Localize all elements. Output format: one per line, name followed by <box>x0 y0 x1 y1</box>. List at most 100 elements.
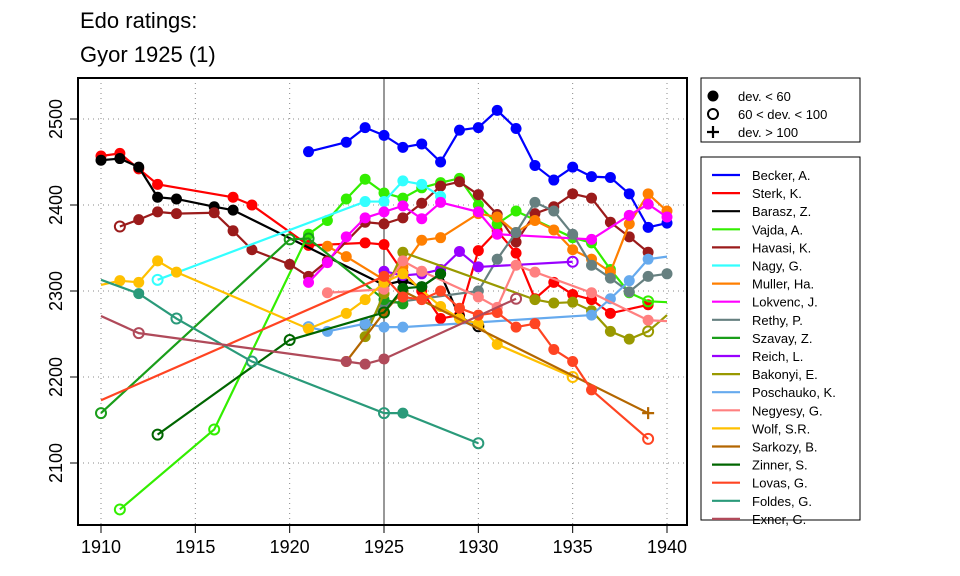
data-point <box>378 239 390 251</box>
data-point <box>623 286 635 298</box>
data-point <box>567 244 579 256</box>
data-point <box>227 204 239 216</box>
data-point <box>151 273 164 286</box>
series-wolf-s-r- <box>100 255 579 383</box>
series-foldes-g- <box>100 278 485 450</box>
data-point <box>359 122 371 134</box>
data-point <box>359 212 371 224</box>
data-point <box>472 291 484 303</box>
marker-legend-box <box>700 77 861 143</box>
data-point <box>378 206 390 218</box>
data-point <box>359 173 371 185</box>
data-point <box>378 129 390 141</box>
legend-label: Nagy, G. <box>752 259 802 274</box>
data-point <box>453 124 465 136</box>
data-point <box>604 171 616 183</box>
data-point <box>397 268 409 280</box>
data-point <box>642 198 654 210</box>
y-tick-label: 2400 <box>46 185 66 225</box>
data-point <box>283 233 296 246</box>
data-point <box>340 193 352 205</box>
data-point <box>435 156 447 168</box>
series-legend: Becker, A. Sterk, K. Barasz, Z. Vajda, A. Ha… <box>700 156 861 527</box>
data-point <box>491 104 503 116</box>
x-tick-label: 1930 <box>458 537 498 557</box>
axes: 1910 1915 1920 1925 1930 1935 1940 2100 2200 2300… <box>46 99 687 557</box>
data-point <box>548 343 560 355</box>
data-point <box>152 206 164 218</box>
data-point <box>416 234 428 246</box>
series-vajda-a- <box>113 172 668 516</box>
data-point <box>359 294 371 306</box>
legend-label: Barasz, Z. <box>752 204 811 219</box>
legend-label: Foldes, G. <box>752 494 812 509</box>
data-point <box>529 266 541 278</box>
data-point <box>133 288 145 300</box>
data-point <box>114 275 126 287</box>
data-point <box>491 338 503 350</box>
data-point <box>170 266 182 278</box>
data-point <box>623 333 635 345</box>
data-point <box>378 353 390 365</box>
data-point <box>548 174 560 186</box>
series-line <box>100 275 649 440</box>
data-point <box>397 141 409 153</box>
data-point <box>510 236 522 248</box>
legend-marker-icon <box>707 108 719 120</box>
data-point <box>586 384 598 396</box>
data-point <box>284 258 296 270</box>
data-point <box>170 312 183 325</box>
data-point <box>416 178 428 190</box>
data-point <box>604 307 616 319</box>
y-tick-label: 2500 <box>46 99 66 139</box>
data-point <box>378 407 390 420</box>
data-point <box>586 192 598 204</box>
data-point <box>416 213 428 225</box>
data-point <box>529 214 541 226</box>
data-point <box>586 287 598 299</box>
data-point <box>510 122 522 134</box>
x-tick-label: 1920 <box>270 537 310 557</box>
data-point <box>340 136 352 148</box>
data-point <box>642 188 654 200</box>
data-point <box>378 218 390 230</box>
data-point <box>642 325 655 338</box>
data-point <box>642 432 655 445</box>
data-point <box>642 407 655 420</box>
data-point <box>510 227 522 239</box>
legend-label: Vajda, A. <box>752 222 803 237</box>
data-point <box>510 205 522 217</box>
data-point <box>170 193 182 205</box>
series-lokvenc-j- <box>303 196 673 288</box>
data-point <box>378 321 390 333</box>
legend-marker-label: dev. > 100 <box>738 125 798 140</box>
data-point <box>397 407 409 419</box>
data-point <box>529 294 541 306</box>
data-point <box>661 211 673 223</box>
data-point <box>378 196 390 208</box>
data-point <box>623 275 635 287</box>
data-point <box>453 302 465 314</box>
legend-marker-icon <box>707 126 719 138</box>
series-poschauko-k- <box>302 253 668 337</box>
x-tick-label: 1925 <box>364 537 404 557</box>
legend-marker-icon <box>707 90 719 102</box>
data-point <box>642 295 655 308</box>
legend-label: Sarkozy, B. <box>752 440 818 455</box>
data-point <box>453 176 465 188</box>
data-point <box>246 199 258 211</box>
data-point <box>95 407 107 420</box>
data-point <box>661 268 673 280</box>
legend-label: Lokvenc, J. <box>752 295 818 310</box>
data-point <box>133 161 145 173</box>
data-point <box>642 221 654 233</box>
data-point <box>435 313 447 325</box>
data-point <box>132 327 145 340</box>
data-point <box>397 255 409 267</box>
data-point <box>359 318 371 330</box>
data-point <box>152 255 164 267</box>
chart-title-line2: Gyor 1925 (1) <box>80 42 216 67</box>
data-point <box>321 287 333 299</box>
data-point <box>567 296 579 308</box>
